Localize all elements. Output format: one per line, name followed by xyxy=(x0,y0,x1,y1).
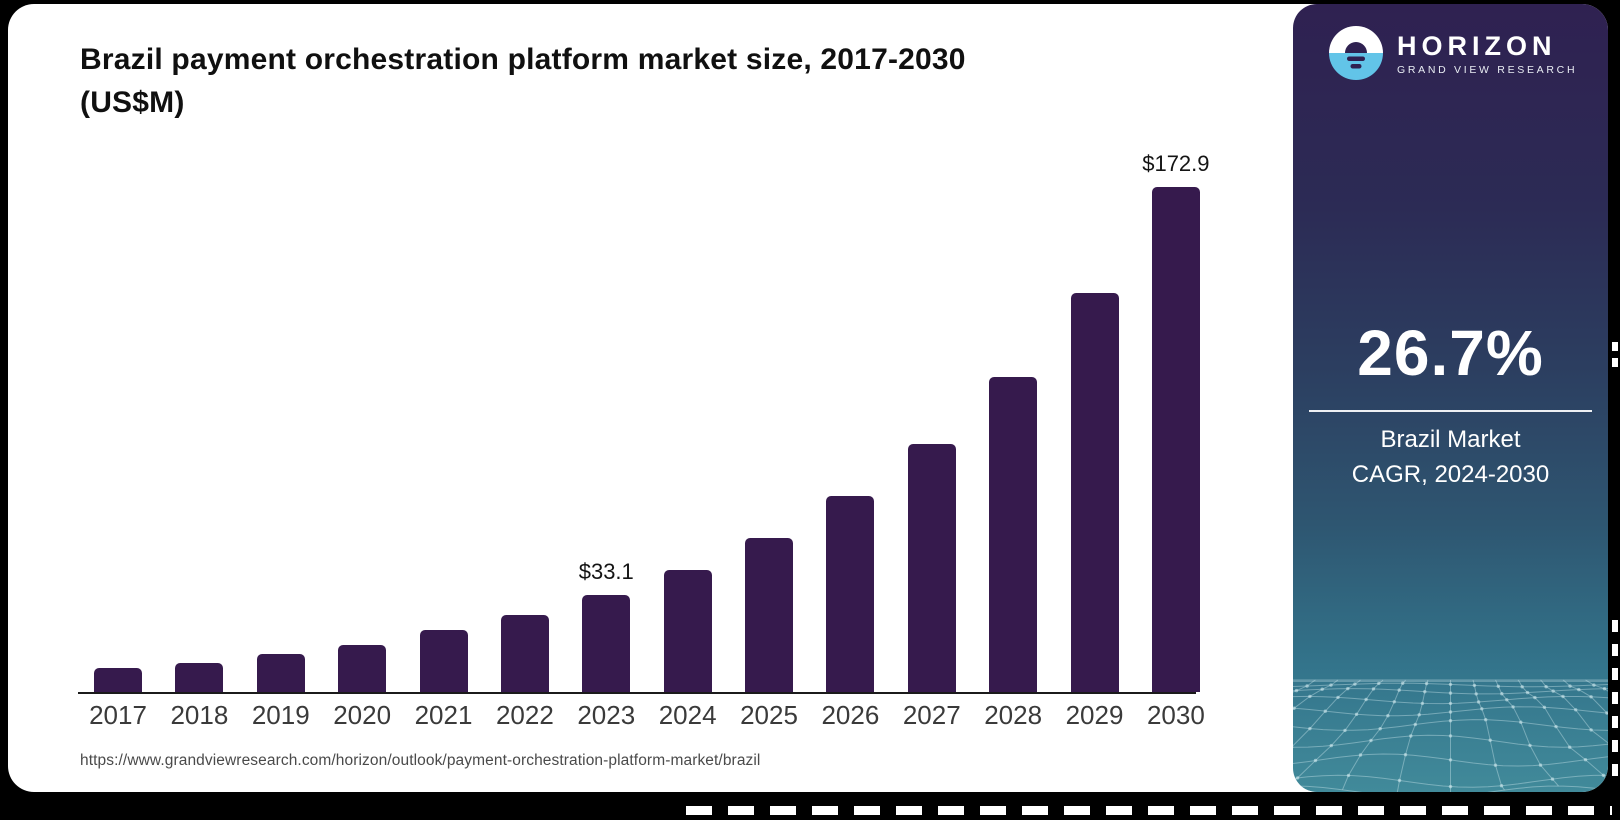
brand-subtitle: GRAND VIEW RESEARCH xyxy=(1397,63,1578,76)
bar-slot-2024 xyxy=(663,154,712,692)
bar-2027 xyxy=(907,443,956,692)
bar-2023 xyxy=(582,595,631,692)
x-axis-labels: 2017 2018 2019 2020 2021 2022 2023 2024 2025 2026… xyxy=(89,700,1205,731)
source-url: https://www.grandviewresearch.com/horizo… xyxy=(80,752,761,769)
bar-slot-2019 xyxy=(256,154,305,692)
bar-slot-2023: $33.1 xyxy=(579,154,634,692)
bar-2025 xyxy=(745,537,793,692)
bar-slot-2027 xyxy=(907,154,956,692)
x-axis-label-2022: 2022 xyxy=(495,700,554,730)
bar-slot-2022 xyxy=(500,154,549,692)
bar-2030 xyxy=(1151,187,1200,692)
bar-slot-2021 xyxy=(419,154,468,692)
bar-value-label-2030: $172.9 xyxy=(1142,151,1210,176)
bar-2017 xyxy=(94,668,142,692)
bars-container: $33.1 $172.9 xyxy=(94,151,1210,692)
bar-value-label-2023: $33.1 xyxy=(578,559,634,585)
x-axis-label-2028: 2028 xyxy=(984,700,1043,730)
bar-slot-2030: $172.9 xyxy=(1142,151,1210,692)
horizon-logo: HORIZON GRAND VIEW RESEARCH xyxy=(1329,26,1577,80)
x-axis-label-2019: 2019 xyxy=(251,700,310,730)
x-axis-label-2027: 2027 xyxy=(902,700,961,730)
bar-slot-2029 xyxy=(1070,154,1119,692)
cagr-caption: Brazil Market CAGR, 2024-2030 xyxy=(1293,422,1608,492)
chart-title: Brazil payment orchestration platform ma… xyxy=(80,38,1160,124)
right-edge-dashes-short xyxy=(1612,342,1618,368)
bar-2019 xyxy=(256,654,305,692)
x-axis-label-2020: 2020 xyxy=(333,700,392,730)
x-axis-label-2026: 2026 xyxy=(821,700,880,730)
bar-slot-2017 xyxy=(94,154,142,692)
x-axis-label-2024: 2024 xyxy=(658,700,717,730)
wireframe-mesh-graphic xyxy=(1293,679,1608,792)
right-edge-dashes-long xyxy=(1612,620,1618,788)
x-axis-label-2017: 2017 xyxy=(89,700,147,730)
cagr-caption-line2: CAGR, 2024-2030 xyxy=(1351,461,1550,488)
bar-slot-2018 xyxy=(175,154,224,692)
x-axis-label-2030: 2030 xyxy=(1146,700,1205,730)
x-axis-label-2018: 2018 xyxy=(170,700,229,730)
stat-divider xyxy=(1309,410,1592,412)
plot-area: $33.1 $172.9 xyxy=(94,151,1210,692)
horizon-logo-icon xyxy=(1329,26,1383,80)
cagr-caption-line1: Brazil Market xyxy=(1380,426,1521,453)
x-axis-label-2029: 2029 xyxy=(1065,700,1124,730)
brand-name: HORIZON xyxy=(1397,30,1557,61)
bar-2022 xyxy=(500,614,549,692)
bar-2020 xyxy=(338,644,387,692)
bar-2026 xyxy=(826,496,875,692)
bar-2021 xyxy=(419,630,468,692)
chart-title-line1: Brazil payment orchestration platform ma… xyxy=(80,43,966,76)
bar-slot-2026 xyxy=(826,154,875,692)
bottom-edge-dashes xyxy=(686,806,1612,815)
bar-2028 xyxy=(989,377,1038,692)
x-axis-line xyxy=(78,692,1196,694)
chart-title-line2: (US$M) xyxy=(80,86,185,119)
cagr-value: 26.7% xyxy=(1357,317,1544,389)
bar-slot-2028 xyxy=(989,154,1038,692)
x-axis-label-2023: 2023 xyxy=(577,700,636,730)
bar-2018 xyxy=(175,663,224,692)
bar-2029 xyxy=(1070,293,1119,692)
horizon-logo-text: HORIZON GRAND VIEW RESEARCH xyxy=(1397,31,1577,76)
bar-slot-2020 xyxy=(338,154,387,692)
x-axis-label-2025: 2025 xyxy=(740,700,798,730)
x-axis-label-2021: 2021 xyxy=(414,700,473,730)
chart-card: Brazil payment orchestration platform ma… xyxy=(8,4,1608,792)
sidebar-panel: HORIZON GRAND VIEW RESEARCH 26.7% Brazil… xyxy=(1293,4,1608,792)
bar-2024 xyxy=(663,569,712,692)
bar-slot-2025 xyxy=(745,154,793,692)
